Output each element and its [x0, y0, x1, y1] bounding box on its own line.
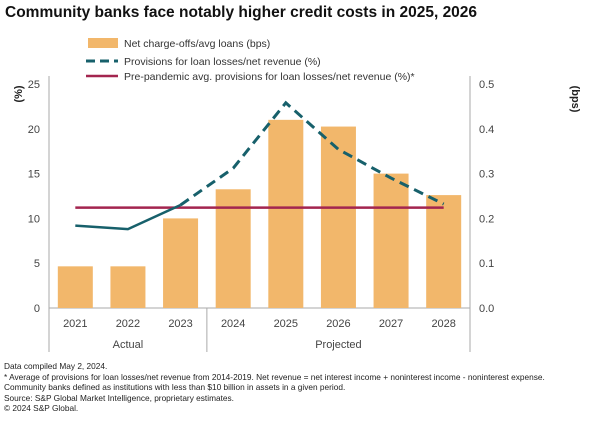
- provisions-line-projected: [179, 100, 445, 207]
- bar-2021: [57, 266, 93, 308]
- group-label: Actual: [113, 339, 144, 351]
- y-tick-left: 5: [34, 258, 40, 270]
- bar-2024: [215, 189, 251, 308]
- y-tick-left: 10: [28, 213, 40, 225]
- legend-swatch-bars: [88, 38, 118, 48]
- y-tick-right: 0.0: [479, 303, 494, 315]
- bar-2026: [320, 126, 356, 308]
- x-tick: 2021: [63, 318, 87, 330]
- chart: Net charge-offs/avg loans (bps) Provision…: [13, 38, 581, 352]
- y-tick-left: 20: [28, 124, 40, 136]
- y-axis-label-right: (bps): [569, 86, 581, 113]
- y-tick-left: 25: [28, 79, 40, 91]
- chart-title: Community banks face notably higher cred…: [5, 4, 478, 21]
- footnotes: Data compiled May 2, 2024. * Average of …: [4, 361, 545, 414]
- x-tick: 2028: [431, 318, 455, 330]
- group-label: Projected: [315, 339, 361, 351]
- y-tick-right: 0.1: [479, 258, 494, 270]
- x-tick: 2026: [326, 318, 350, 330]
- bar-2028: [426, 195, 462, 308]
- bar-2025: [268, 119, 304, 308]
- bar-2027: [373, 173, 409, 308]
- x-tick: 2022: [116, 318, 140, 330]
- y-tick-left: 15: [28, 169, 40, 181]
- note: * Average of provisions for loan losses/…: [4, 371, 545, 382]
- note: © 2024 S&P Global.: [4, 403, 79, 414]
- y-axis-label-left: (%): [13, 85, 25, 102]
- x-tick: 2023: [168, 318, 192, 330]
- note: Community banks defined as institutions …: [4, 382, 346, 393]
- legend-label: Net charge-offs/avg loans (bps): [124, 38, 270, 50]
- y-tick-right: 0.2: [479, 213, 494, 225]
- legend-label: Pre-pandemic avg. provisions for loan lo…: [124, 71, 415, 83]
- y-tick-left: 0: [34, 303, 40, 315]
- note: Data compiled May 2, 2024.: [4, 361, 108, 371]
- y-tick-right: 0.4: [479, 124, 494, 136]
- note: Source: S&P Global Market Intelligence, …: [4, 392, 234, 403]
- bar-2023: [163, 218, 199, 308]
- x-tick: 2027: [379, 318, 403, 330]
- x-tick: 2024: [221, 318, 245, 330]
- y-tick-right: 0.3: [479, 169, 494, 181]
- bar-2022: [110, 266, 146, 308]
- x-tick: 2025: [274, 318, 298, 330]
- legend-label: Provisions for loan losses/net revenue (…: [124, 56, 321, 68]
- y-tick-right: 0.5: [479, 79, 494, 91]
